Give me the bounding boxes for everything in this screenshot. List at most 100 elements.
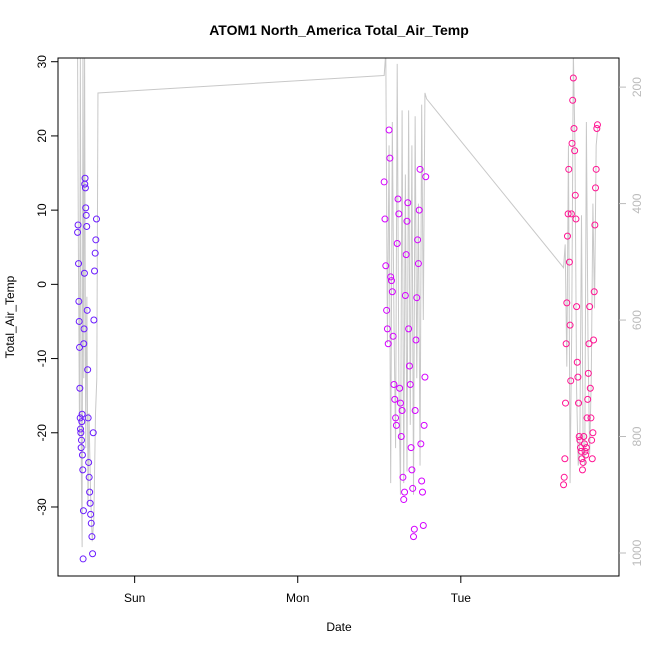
point [413, 294, 421, 302]
point [80, 269, 88, 277]
point [392, 414, 400, 422]
point [394, 195, 402, 203]
point [84, 414, 92, 422]
point [588, 436, 596, 444]
point [590, 336, 598, 344]
chart-title: ATOM1 North_America Total_Air_Temp [209, 22, 469, 38]
point [86, 499, 94, 507]
point [580, 432, 588, 440]
point [417, 440, 425, 448]
point [586, 303, 594, 311]
point [78, 451, 86, 459]
point [572, 215, 580, 223]
point [383, 325, 391, 333]
point [89, 429, 97, 437]
point [81, 174, 89, 182]
y2-tick-label: 800 [630, 426, 644, 446]
point [380, 178, 388, 186]
y-tick-label: 30 [35, 55, 49, 69]
point [412, 336, 420, 344]
point [414, 236, 422, 244]
point [82, 204, 90, 212]
point [411, 407, 419, 415]
point [564, 210, 572, 218]
point [403, 217, 411, 225]
point [582, 444, 590, 452]
point [416, 165, 424, 173]
point [383, 306, 391, 314]
point [573, 358, 581, 366]
point [577, 447, 585, 455]
point [401, 291, 409, 299]
point [566, 321, 574, 329]
point [385, 126, 393, 134]
x-axis-label: Date [326, 620, 352, 634]
point [409, 484, 417, 492]
point [382, 262, 390, 270]
point [565, 165, 573, 173]
point [578, 455, 586, 463]
point [396, 399, 404, 407]
point [74, 228, 82, 236]
point [582, 451, 590, 459]
point [580, 440, 588, 448]
point [395, 210, 403, 218]
point [389, 332, 397, 340]
point [418, 488, 426, 496]
plot-area [74, 58, 601, 563]
y2-tick-label: 400 [630, 193, 644, 213]
point [573, 303, 581, 311]
point [398, 407, 406, 415]
point [82, 211, 90, 219]
point [83, 222, 91, 230]
y-tick-label: 0 [35, 281, 49, 288]
point [593, 125, 601, 133]
point [584, 369, 592, 377]
point [410, 525, 418, 533]
point [84, 366, 92, 374]
point [420, 421, 428, 429]
point [85, 458, 93, 466]
point [408, 466, 416, 474]
point [571, 191, 579, 199]
point [88, 533, 96, 541]
point [79, 466, 87, 474]
point [571, 147, 579, 155]
x-tick-label: Mon [286, 591, 309, 605]
point [381, 215, 389, 223]
point [390, 381, 398, 389]
point [407, 444, 415, 452]
point [563, 232, 571, 240]
point [75, 297, 83, 305]
y2-tick-label: 1000 [630, 539, 644, 566]
point [402, 251, 410, 259]
point [560, 473, 568, 481]
point [569, 74, 577, 82]
point [396, 384, 404, 392]
point [92, 236, 100, 244]
y-axis-label: Total_Air_Temp [3, 275, 17, 358]
point [419, 522, 427, 530]
point [388, 277, 396, 285]
point [575, 399, 583, 407]
point [588, 455, 596, 463]
point [579, 458, 587, 466]
point [567, 377, 575, 385]
point [592, 184, 600, 192]
point [391, 395, 399, 403]
point [81, 184, 89, 192]
point [388, 288, 396, 296]
point [78, 418, 86, 426]
point [77, 429, 85, 437]
y-tick-label: -10 [35, 350, 49, 368]
point [569, 96, 577, 104]
point [593, 121, 601, 129]
point [76, 343, 84, 351]
y2-tick-label: 600 [630, 310, 644, 330]
point [387, 273, 395, 281]
point [74, 221, 82, 229]
point [393, 240, 401, 248]
point [576, 436, 584, 444]
